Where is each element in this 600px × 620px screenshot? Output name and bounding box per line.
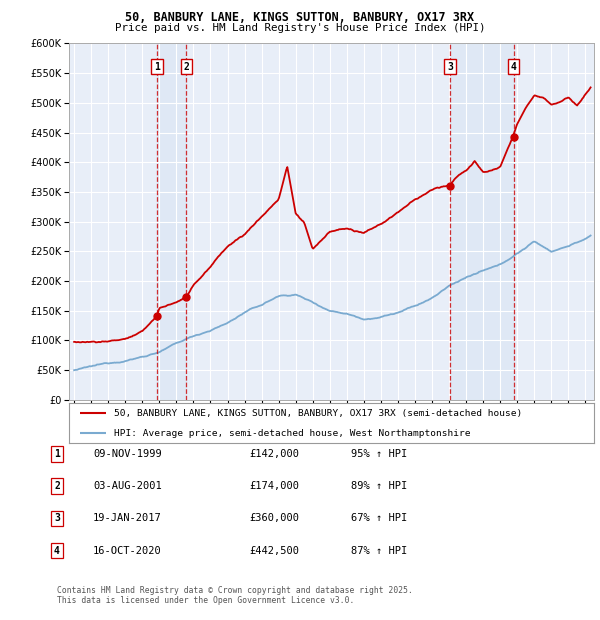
Text: 89% ↑ HPI: 89% ↑ HPI [351, 481, 407, 491]
Text: 1: 1 [154, 61, 160, 71]
Text: £360,000: £360,000 [249, 513, 299, 523]
Bar [450, 43, 514, 400]
Text: Price paid vs. HM Land Registry's House Price Index (HPI): Price paid vs. HM Land Registry's House … [115, 23, 485, 33]
Text: 19-JAN-2017: 19-JAN-2017 [93, 513, 162, 523]
Text: 03-AUG-2001: 03-AUG-2001 [93, 481, 162, 491]
Text: 1: 1 [54, 449, 60, 459]
Text: 50, BANBURY LANE, KINGS SUTTON, BANBURY, OX17 3RX (semi-detached house): 50, BANBURY LANE, KINGS SUTTON, BANBURY,… [113, 409, 522, 418]
Text: 16-OCT-2020: 16-OCT-2020 [93, 546, 162, 556]
Text: 2: 2 [54, 481, 60, 491]
Text: £142,000: £142,000 [249, 449, 299, 459]
Text: HPI: Average price, semi-detached house, West Northamptonshire: HPI: Average price, semi-detached house,… [113, 428, 470, 438]
Bar [157, 43, 187, 400]
Text: 67% ↑ HPI: 67% ↑ HPI [351, 513, 407, 523]
Text: Contains HM Land Registry data © Crown copyright and database right 2025.
This d: Contains HM Land Registry data © Crown c… [57, 586, 413, 605]
Text: 95% ↑ HPI: 95% ↑ HPI [351, 449, 407, 459]
Text: 2: 2 [184, 61, 190, 71]
Text: 3: 3 [447, 61, 453, 71]
Text: 4: 4 [511, 61, 517, 71]
Text: £442,500: £442,500 [249, 546, 299, 556]
Text: 3: 3 [54, 513, 60, 523]
Text: £174,000: £174,000 [249, 481, 299, 491]
Text: 50, BANBURY LANE, KINGS SUTTON, BANBURY, OX17 3RX: 50, BANBURY LANE, KINGS SUTTON, BANBURY,… [125, 11, 475, 24]
Text: 4: 4 [54, 546, 60, 556]
Text: 87% ↑ HPI: 87% ↑ HPI [351, 546, 407, 556]
Text: 09-NOV-1999: 09-NOV-1999 [93, 449, 162, 459]
